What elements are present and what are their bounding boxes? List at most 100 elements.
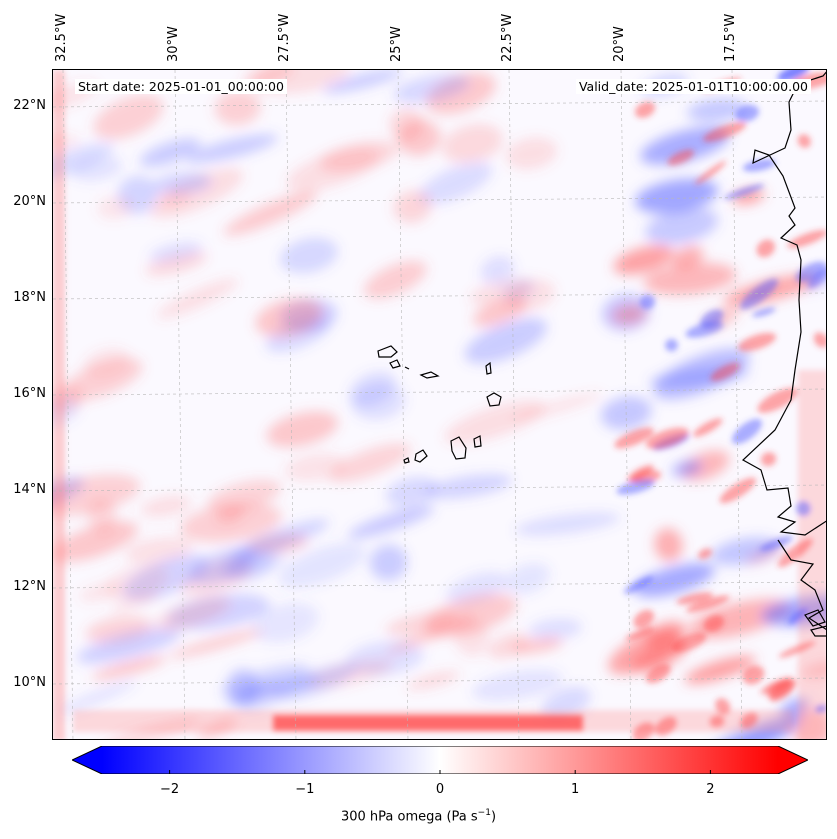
omega-streak xyxy=(759,535,794,552)
omega-patch xyxy=(97,196,133,220)
omega-patch xyxy=(687,98,747,122)
omega-streak xyxy=(694,160,727,185)
omega-band xyxy=(798,370,826,739)
omega-patch xyxy=(110,593,159,613)
omega-streak xyxy=(731,418,762,445)
omega-streak xyxy=(709,715,725,728)
omega-streak xyxy=(703,615,725,632)
omega-streak xyxy=(698,548,713,560)
omega-patch xyxy=(635,178,719,214)
colorbar-tick-label: 0 xyxy=(435,782,445,797)
omega-streak xyxy=(616,479,655,495)
omega-streak xyxy=(719,477,757,504)
omega-patch xyxy=(169,629,264,658)
omega-streak xyxy=(654,716,677,736)
omega-streak xyxy=(795,261,826,283)
omega-streak xyxy=(815,704,826,713)
omega-patch xyxy=(156,278,239,319)
island-sao-nicolau xyxy=(419,371,440,379)
lon-label: 25°W xyxy=(389,26,404,62)
omega-patch xyxy=(93,94,164,140)
omega-streak xyxy=(645,663,671,684)
island-maio xyxy=(473,435,482,448)
start-date-label: Start date: 2025-01-01_00:00:00 xyxy=(75,79,287,94)
omega-patch xyxy=(363,260,427,299)
omega-streak xyxy=(627,464,654,482)
omega-patch xyxy=(180,502,282,543)
omega-patch xyxy=(643,262,737,295)
omega-patch xyxy=(91,656,167,680)
colorbar-extend-max xyxy=(778,746,808,774)
omega-patch xyxy=(671,460,703,477)
omega-streak xyxy=(723,184,765,200)
colorbar-tick-label: −2 xyxy=(160,782,180,797)
omega-patch xyxy=(444,400,545,444)
omega-streak xyxy=(634,101,656,118)
lon-label: 27.5°W xyxy=(277,13,292,62)
omega-streak xyxy=(702,122,747,142)
omega-patch xyxy=(501,278,535,300)
omega-streak xyxy=(686,595,730,613)
omega-streak xyxy=(645,427,689,449)
lat-label: 12°N xyxy=(13,579,46,594)
omega-patch xyxy=(442,124,503,164)
omega-streak xyxy=(685,321,724,338)
omega-streak xyxy=(626,627,655,641)
omega-patch xyxy=(472,297,527,327)
lon-label: 17.5°W xyxy=(723,13,738,62)
omega-patch xyxy=(711,537,780,566)
lat-label: 22°N xyxy=(13,98,46,113)
omega-streak xyxy=(742,665,765,685)
lat-label: 18°N xyxy=(13,290,46,305)
colorbar-tick-label: −1 xyxy=(295,782,315,797)
omega-streak xyxy=(624,575,654,594)
omega-patch xyxy=(393,190,432,224)
omega-streak xyxy=(665,338,678,352)
omega-streak xyxy=(813,332,826,348)
omega-patch xyxy=(214,90,261,126)
lat-label: 16°N xyxy=(13,386,46,401)
coastline xyxy=(377,71,826,637)
omega-patch xyxy=(280,237,338,274)
omega-streak xyxy=(761,452,777,467)
omega-streak xyxy=(715,698,731,715)
island-santo-antao xyxy=(377,345,398,358)
omega-patch xyxy=(223,190,318,236)
lon-label: 22.5°W xyxy=(500,13,515,62)
omega-patch xyxy=(266,411,339,448)
omega-patch xyxy=(346,641,424,676)
omega-patch xyxy=(105,564,170,601)
omega-patch xyxy=(608,629,684,675)
omega-patch xyxy=(389,108,424,141)
colorbar xyxy=(72,746,808,774)
omega-streak xyxy=(760,676,792,694)
omega-patch xyxy=(148,242,203,263)
meridian-gridline xyxy=(620,70,632,739)
omega-streak xyxy=(757,387,798,413)
omega-patch xyxy=(227,668,260,706)
omega-streak xyxy=(671,632,707,653)
omega-patch xyxy=(252,602,319,643)
africa-islands xyxy=(804,609,826,637)
omega-patch xyxy=(471,669,563,701)
colorbar-tick-label: 1 xyxy=(571,782,580,797)
meridian-gridline xyxy=(174,70,186,739)
omega-streak xyxy=(633,609,655,629)
omega-patch xyxy=(480,255,515,285)
omega-streak xyxy=(776,70,810,81)
omega-patch xyxy=(154,597,231,631)
omega-patch xyxy=(505,137,558,170)
colorbar-label: 300 hPa omega (Pa s−1) xyxy=(340,808,497,825)
omega-patch xyxy=(319,141,398,172)
omega-band xyxy=(73,710,793,732)
omega-patch xyxy=(323,70,403,94)
island-brava xyxy=(403,457,410,464)
omega-patch xyxy=(139,138,201,167)
omega-streak xyxy=(795,500,811,517)
omega-patch xyxy=(349,371,396,407)
omega-streak xyxy=(692,418,723,437)
omega-streak xyxy=(639,294,656,310)
lat-label: 10°N xyxy=(13,675,46,690)
lon-label: 32.5°W xyxy=(54,13,69,62)
island-santa-luzia xyxy=(404,366,410,370)
